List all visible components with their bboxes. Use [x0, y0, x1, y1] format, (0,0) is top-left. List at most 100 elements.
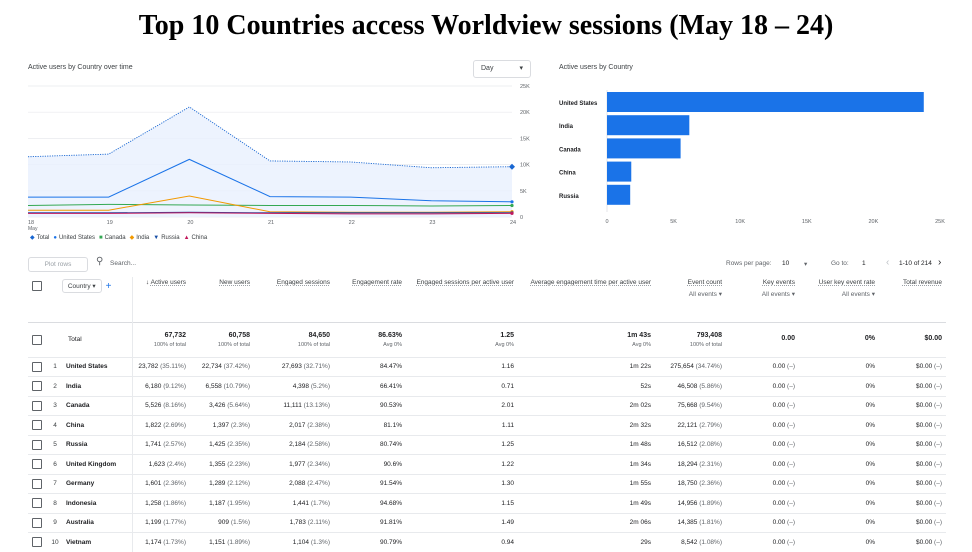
row-checkbox[interactable] — [32, 334, 42, 345]
metric-cell: 1.22 — [406, 454, 518, 474]
metric-cell: 1,258 (1.86%) — [132, 493, 190, 513]
metric-cell: 0% — [799, 473, 879, 494]
header-total-revenue[interactable]: Total revenue — [902, 279, 942, 286]
metric-cell: 1,822 (2.69%) — [132, 415, 190, 435]
search-icon[interactable]: ⚲ — [96, 256, 104, 267]
diamond-icon: ◆ — [129, 235, 135, 241]
metric-cell: 46,508 (5.86%) — [655, 376, 726, 396]
country-cell: 2 India — [28, 376, 133, 396]
granularity-dropdown[interactable]: Day ▾ — [473, 60, 531, 78]
metric-cell: 1,441 (1.7%) — [254, 493, 334, 513]
metric-cell: 5,526 (8.16%) — [132, 395, 190, 416]
row-checkbox[interactable] — [32, 439, 42, 450]
total-label-cell: Total — [28, 321, 133, 357]
metric-cell: 1m 55s — [518, 473, 655, 494]
circle-icon: ● — [53, 234, 57, 241]
metric-cell: 14,956 (1.89%) — [655, 493, 726, 513]
goto-input[interactable]: 1 — [862, 260, 866, 267]
metric-cell: 8,542 (1.08%) — [655, 532, 726, 552]
rows-per-page-select[interactable]: 10 — [782, 260, 790, 267]
metric-cell: 1,151 (1.89%) — [190, 532, 254, 552]
row-checkbox[interactable] — [32, 459, 42, 470]
metric-cell: 1,289 (2.12%) — [190, 473, 254, 494]
table-row[interactable]: 1 United States 23,782 (35.11%) 22,734 (37.… — [28, 356, 946, 377]
country-cell: 6 United Kingdom — [28, 454, 133, 474]
x-tick-label: 21 — [268, 220, 274, 226]
metric-cell: $0.00 (–) — [879, 493, 946, 513]
row-checkbox[interactable] — [32, 420, 42, 431]
chevron-right-icon[interactable]: › — [938, 257, 942, 268]
country-cell: 4 China — [28, 415, 133, 435]
legend-item: ◆ India — [129, 234, 150, 242]
total-cell: 86.63% Avg 0% — [334, 321, 406, 357]
table-row[interactable]: 3 Canada 5,526 (8.16%) 3,426 (5.64%) 11,111 … — [28, 395, 946, 416]
x-tick-label: 15K — [802, 219, 812, 225]
metric-cell: $0.00 (–) — [879, 415, 946, 435]
total-cell: 0% — [799, 321, 879, 357]
select-all-checkbox[interactable] — [32, 281, 42, 292]
metric-cell: 6,180 (9.12%) — [132, 376, 190, 396]
dimension-header: Country ▾ + — [28, 277, 133, 322]
legend-item: ■ Canada — [98, 234, 126, 241]
table-row[interactable]: 7 Germany 1,601 (2.36%) 1,289 (2.12%) 2,088 … — [28, 473, 946, 494]
row-checkbox[interactable] — [32, 517, 42, 528]
row-checkbox[interactable] — [32, 400, 42, 411]
y-tick-label: 15K — [520, 136, 530, 142]
header-engaged-sessions[interactable]: Engaged sessions — [276, 279, 330, 286]
bar — [607, 115, 690, 136]
plot-rows-button[interactable]: Plot rows — [28, 257, 88, 272]
table-row[interactable]: 5 Russia 1,741 (2.57%) 1,425 (2.35%) 2,184 (… — [28, 434, 946, 455]
metric-cell: 14,385 (1.81%) — [655, 512, 726, 533]
metric-cell: 0% — [799, 493, 879, 513]
row-checkbox[interactable] — [32, 498, 42, 509]
bar-chart: 0 5K 10K 15K 20K 25K United States India Canada C… — [559, 90, 945, 225]
metric-cell: 1,783 (2.11%) — [254, 512, 334, 533]
metric-cell: 0% — [799, 532, 879, 552]
header-active-users[interactable]: ↓ Active users — [145, 279, 186, 286]
add-dimension-icon[interactable]: + — [105, 280, 112, 292]
row-checkbox[interactable] — [32, 361, 42, 372]
metric-cell: 0.00 (–) — [726, 376, 799, 396]
header-event-count[interactable]: Event count All events ▾ — [687, 279, 722, 298]
metric-cell: 1,199 (1.77%) — [132, 512, 190, 533]
category-label: Russia — [559, 194, 579, 200]
series-line — [28, 211, 512, 214]
metric-cell: 0% — [799, 454, 879, 474]
table-row[interactable]: 2 India 6,180 (9.12%) 6,558 (10.79%) 4,398 (… — [28, 376, 946, 396]
table-row[interactable]: 4 China 1,822 (2.69%) 1,397 (2.3%) 2,017 (2.… — [28, 415, 946, 435]
line-chart-title: Active users by Country over time — [28, 64, 133, 71]
total-row: Total 67,732 100% of total 60,758 100% of to… — [28, 321, 946, 357]
header-avg-engagement-time[interactable]: Average engagement time per active user — [530, 279, 651, 286]
row-checkbox[interactable] — [32, 478, 42, 489]
header-new-users[interactable]: New users — [219, 279, 250, 286]
series-line — [28, 212, 513, 215]
table-row[interactable]: 9 Australia 1,199 (1.77%) 909 (1.5%) 1,783 (… — [28, 512, 946, 533]
triangle-up-icon: ▲ — [183, 234, 190, 241]
metric-cell: 1m 22s — [518, 356, 655, 377]
table-row[interactable]: 6 United Kingdom 1,623 (2.4%) 1,355 (2.23%)… — [28, 454, 946, 474]
metric-cell: 0.00 (–) — [726, 473, 799, 494]
metric-cell: 0.71 — [406, 376, 518, 396]
row-checkbox[interactable] — [32, 381, 42, 392]
header-key-events[interactable]: Key events All events ▾ — [761, 279, 795, 298]
header-user-key-event-rate[interactable]: User key event rate All events ▾ — [818, 279, 875, 298]
bar — [607, 184, 631, 205]
chevron-left-icon[interactable]: ‹ — [886, 257, 890, 268]
y-tick-label: 5K — [520, 189, 527, 195]
dimension-select[interactable]: Country ▾ — [61, 279, 102, 293]
metric-cell: 84.47% — [334, 356, 406, 377]
header-engagement-rate[interactable]: Engagement rate — [352, 279, 402, 286]
metric-cell: 80.74% — [334, 434, 406, 455]
metric-cell: 27,693 (32.71%) — [254, 356, 334, 377]
header-engaged-sessions-per-user[interactable]: Engaged sessions per active user — [416, 279, 514, 286]
metric-cell: $0.00 (–) — [879, 532, 946, 552]
table-row[interactable]: 8 Indonesia 1,258 (1.86%) 1,187 (1.95%) 1,44… — [28, 493, 946, 513]
search-input[interactable]: Search... — [110, 260, 137, 267]
category-label: China — [559, 171, 576, 177]
country-cell: 3 Canada — [28, 395, 133, 416]
row-checkbox[interactable] — [32, 537, 42, 548]
chevron-down-icon[interactable]: ▾ — [804, 261, 808, 268]
metric-cell: 90.6% — [334, 454, 406, 474]
metric-cell: 1,601 (2.36%) — [132, 473, 190, 494]
table-row[interactable]: 10 Vietnam 1,174 (1.73%) 1,151 (1.89%) 1,104… — [28, 532, 946, 552]
